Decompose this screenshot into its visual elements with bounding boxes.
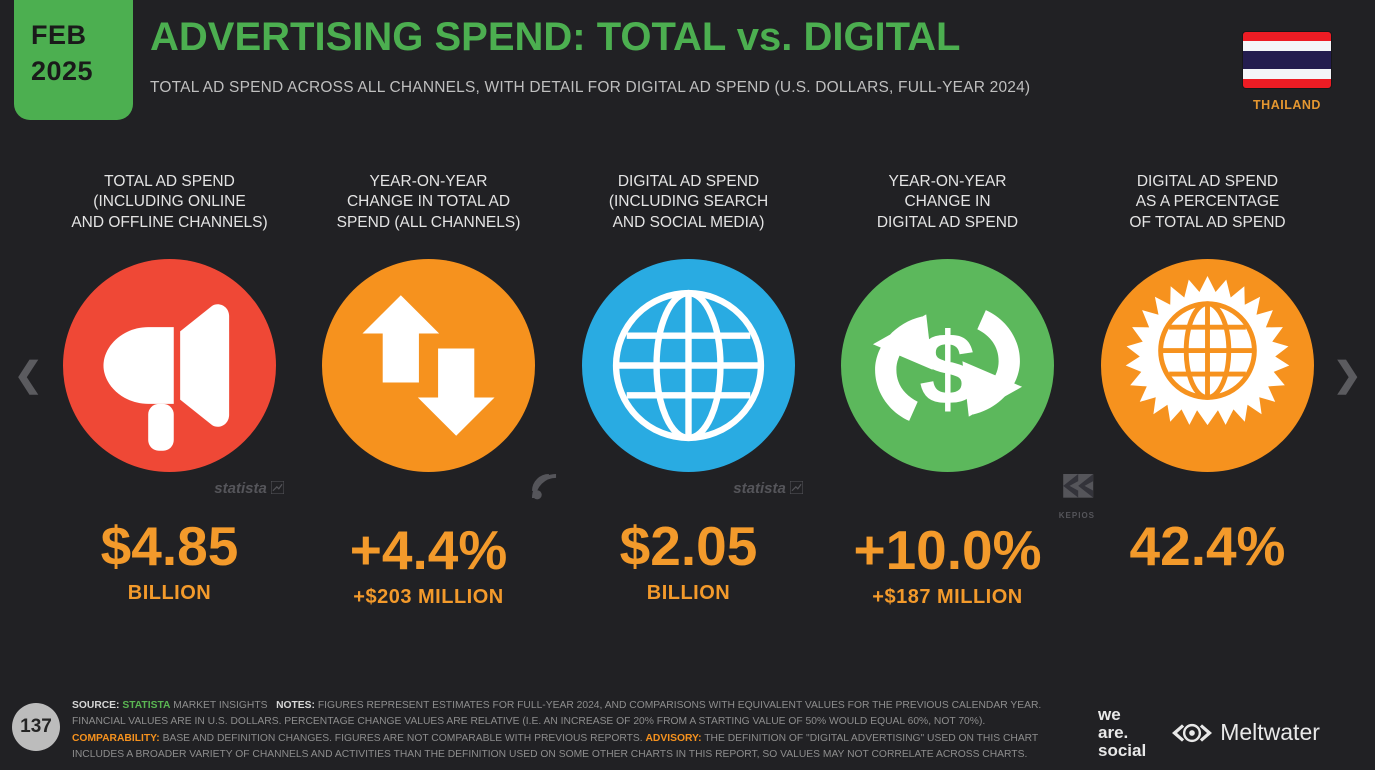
svg-text:$: $ (919, 311, 976, 426)
